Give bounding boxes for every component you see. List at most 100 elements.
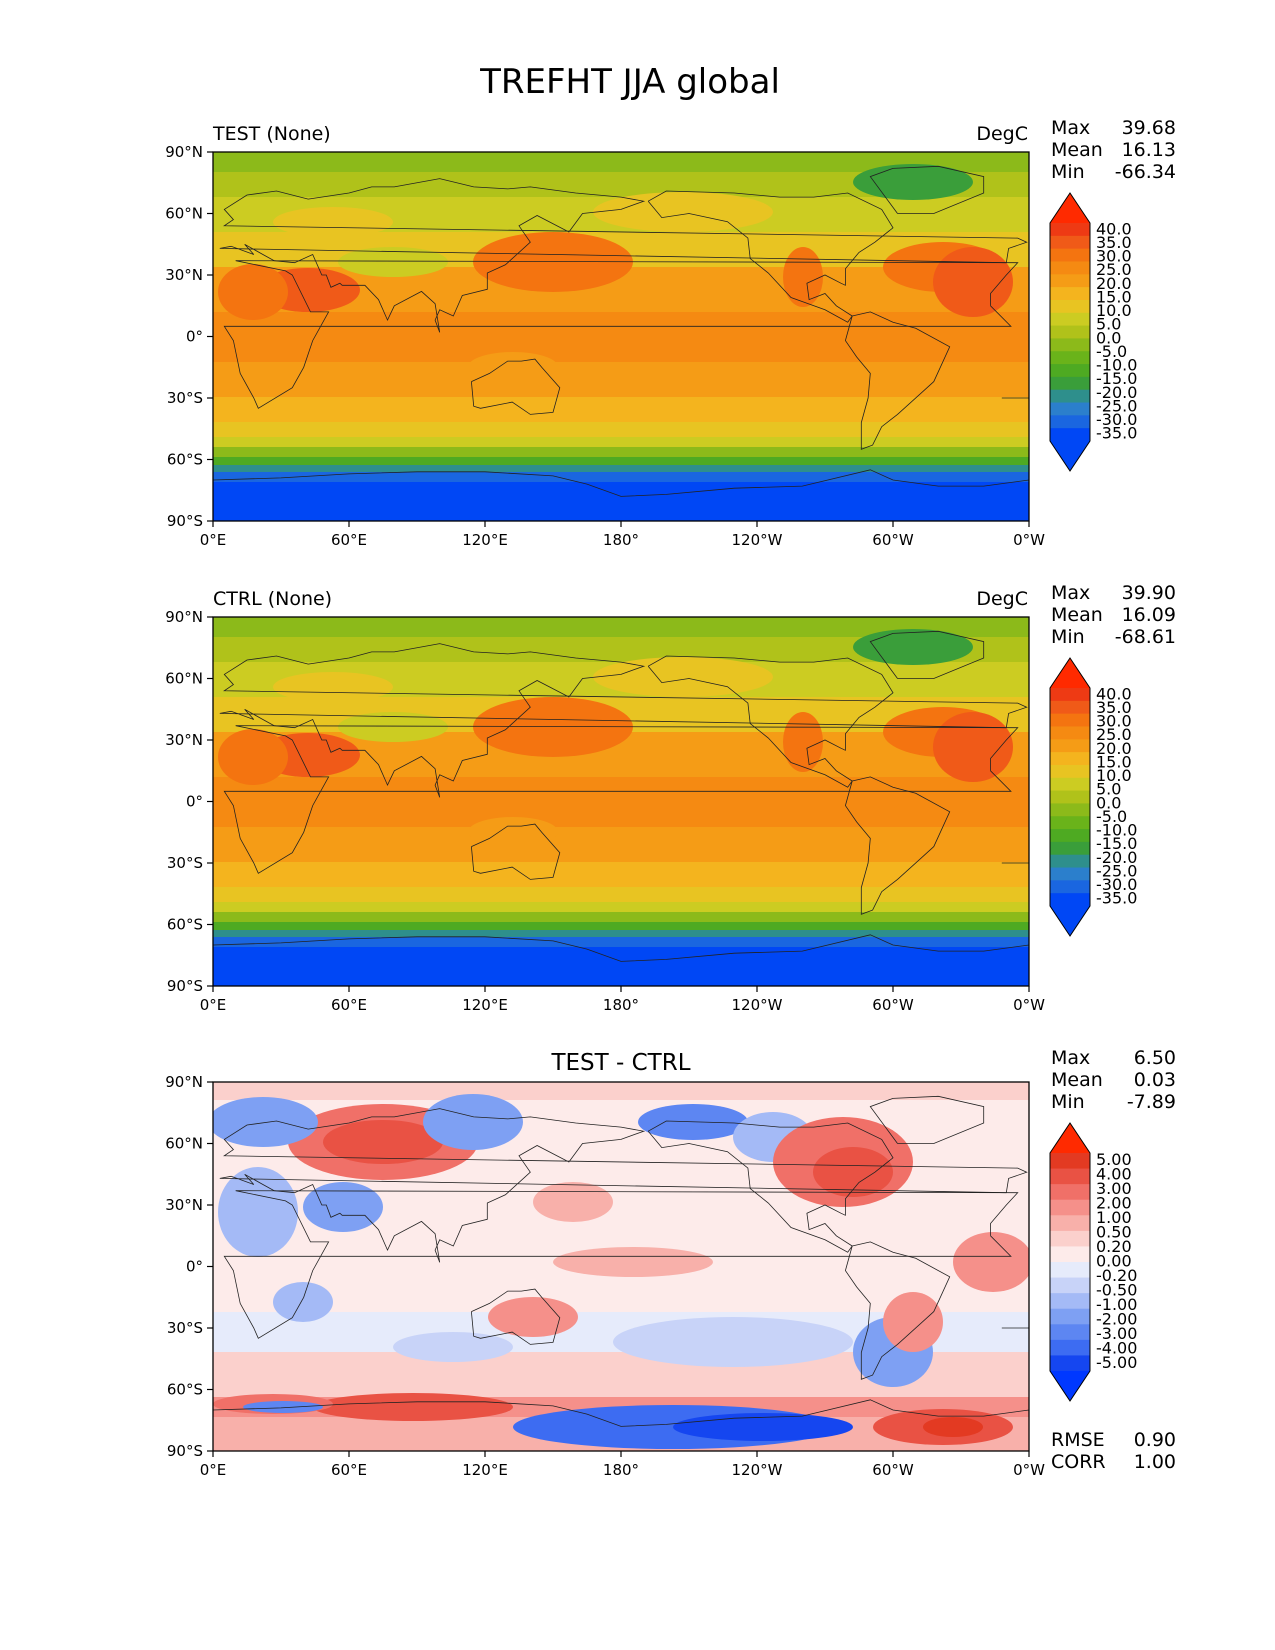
lon-tick-label: 180° <box>603 996 639 1014</box>
lon-tick-label: 60°W <box>872 1461 914 1479</box>
diff-mean-value: 0.03 <box>1134 1069 1176 1091</box>
corr-label: CORR <box>1051 1451 1106 1473</box>
lat-tick-label: 0° <box>186 793 203 811</box>
colorbar-outline <box>1049 192 1091 472</box>
ctrl-max-label: Max <box>1051 582 1090 604</box>
diff-difference-field <box>213 1082 1029 1451</box>
lon-tick-label: 120°E <box>462 1461 508 1479</box>
ctrl-mean-label: Mean <box>1051 604 1103 626</box>
colorbar-tick-label: 20.0 <box>1096 274 1132 293</box>
diff-metrics: RMSE 0.90 CORR 1.00 <box>1051 1429 1176 1473</box>
test-max-label: Max <box>1051 117 1090 139</box>
colorbar-tick-label: 15.0 <box>1096 287 1132 306</box>
colorbar-extend-max <box>1050 1123 1090 1153</box>
lon-tick-label: 0°W <box>1013 1461 1045 1479</box>
test-min-value: -66.34 <box>1115 161 1176 183</box>
difference-band <box>213 1082 1029 1100</box>
temperature-band <box>213 437 1029 447</box>
colorbar-swatch <box>1050 739 1090 753</box>
colorbar-outline <box>1049 1122 1091 1402</box>
coastline <box>219 1108 1028 1263</box>
colorbar-extend-min <box>1050 1371 1090 1401</box>
temperature-band <box>213 912 1029 922</box>
lon-tick-label: 60°E <box>331 1461 367 1479</box>
temperature-band <box>213 777 1029 827</box>
colorbar-tick-label: 2.00 <box>1096 1193 1132 1212</box>
colorbar-swatch <box>1050 1246 1090 1263</box>
colorbar-tick-label: 15.0 <box>1096 752 1132 771</box>
temperature-band <box>213 862 1029 887</box>
difference-blob <box>953 1232 1029 1292</box>
ctrl-min-value: -68.61 <box>1115 626 1176 648</box>
temperature-blob <box>783 247 823 307</box>
colorbar-swatch <box>1050 1199 1090 1216</box>
lon-tick-label: 0°W <box>1013 996 1045 1014</box>
temperature-blob <box>933 712 1013 782</box>
lat-tick-label: 90°S <box>167 1442 203 1460</box>
colorbar-tick-label: -3.00 <box>1096 1324 1137 1343</box>
colorbar-swatch <box>1050 287 1090 301</box>
temperature-blob <box>853 629 973 665</box>
colorbar-tick-label: -25.0 <box>1096 861 1137 880</box>
ctrl-panel-title: CTRL (None) <box>213 588 332 610</box>
coastline <box>219 643 1028 798</box>
difference-blob <box>213 1097 318 1147</box>
colorbar-swatch <box>1050 325 1090 339</box>
test-stats: Max 39.68 Mean 16.13 Min -66.34 <box>1051 117 1176 183</box>
ctrl-max-value: 39.90 <box>1122 582 1176 604</box>
difference-blob <box>313 1393 513 1421</box>
colorbar-tick-label: 4.00 <box>1096 1164 1132 1183</box>
ctrl-lat-axis: 90°N 60°N 30°N 0° 30°S 60°S 90°S <box>165 608 213 995</box>
temperature-blob <box>338 712 448 742</box>
colorbar-tick-label: 0.0 <box>1096 793 1121 812</box>
coastline <box>213 934 1029 962</box>
temperature-blob <box>783 712 823 772</box>
temperature-blob <box>468 352 558 382</box>
coastline <box>869 630 985 679</box>
lat-tick-label: 90°N <box>165 608 203 626</box>
colorbar-swatch <box>1050 803 1090 817</box>
diff-min-value: -7.89 <box>1127 1091 1176 1113</box>
colorbar-swatch <box>1050 1339 1090 1356</box>
colorbar-swatch <box>1050 1153 1090 1170</box>
colorbar-swatch <box>1050 867 1090 881</box>
difference-blob <box>883 1292 943 1352</box>
colorbar-tick-label: 3.00 <box>1096 1179 1132 1198</box>
temperature-blob <box>218 264 288 320</box>
coastline <box>869 165 985 214</box>
colorbar-swatch <box>1050 428 1090 442</box>
temperature-band <box>213 930 1029 937</box>
lat-tick-label: 60°N <box>165 205 203 223</box>
colorbar-tick-label: 25.0 <box>1096 725 1132 744</box>
colorbar-tick-label: -35.0 <box>1096 424 1137 443</box>
colorbar-tick-label: 5.0 <box>1096 315 1121 334</box>
colorbar-swatch <box>1050 764 1090 779</box>
test-panel: TEST (None) DegC Max 39.68 Mean 16.13 Mi… <box>165 117 1176 549</box>
colorbar-tick-label: 40.0 <box>1096 219 1132 238</box>
test-mean-label: Mean <box>1051 139 1103 161</box>
coastline <box>471 823 561 880</box>
ctrl-stats: Max 39.90 Mean 16.09 Min -68.61 <box>1051 582 1176 648</box>
lat-tick-label: 30°S <box>167 854 203 872</box>
temperature-band <box>213 922 1029 930</box>
lon-tick-label: 120°E <box>462 996 508 1014</box>
diff-stats: Max 6.50 Mean 0.03 Min -7.89 <box>1051 1047 1176 1113</box>
temperature-band <box>213 152 1029 172</box>
colorbar-tick-label: 0.20 <box>1096 1237 1132 1256</box>
colorbar-swatch <box>1050 829 1090 843</box>
ctrl-lon-axis: 0°E 60°E 120°E 180° 120°W 60°W 0°W <box>200 986 1045 1014</box>
test-panel-title: TEST (None) <box>212 123 331 145</box>
temperature-band <box>213 482 1029 521</box>
colorbar-extend-min <box>1050 441 1090 471</box>
coastline <box>647 1120 894 1253</box>
temperature-band <box>213 465 1029 472</box>
lon-tick-label: 0°E <box>200 1461 227 1479</box>
colorbar-tick-label: -30.0 <box>1096 875 1137 894</box>
diff-mean-label: Mean <box>1051 1069 1103 1091</box>
difference-blob <box>393 1332 513 1362</box>
ctrl-coastlines <box>213 630 1029 962</box>
temperature-band <box>213 937 1029 947</box>
lat-tick-label: 30°N <box>165 731 203 749</box>
diff-lon-axis: 0°E 60°E 120°E 180° 120°W 60°W 0°W <box>200 1451 1045 1479</box>
